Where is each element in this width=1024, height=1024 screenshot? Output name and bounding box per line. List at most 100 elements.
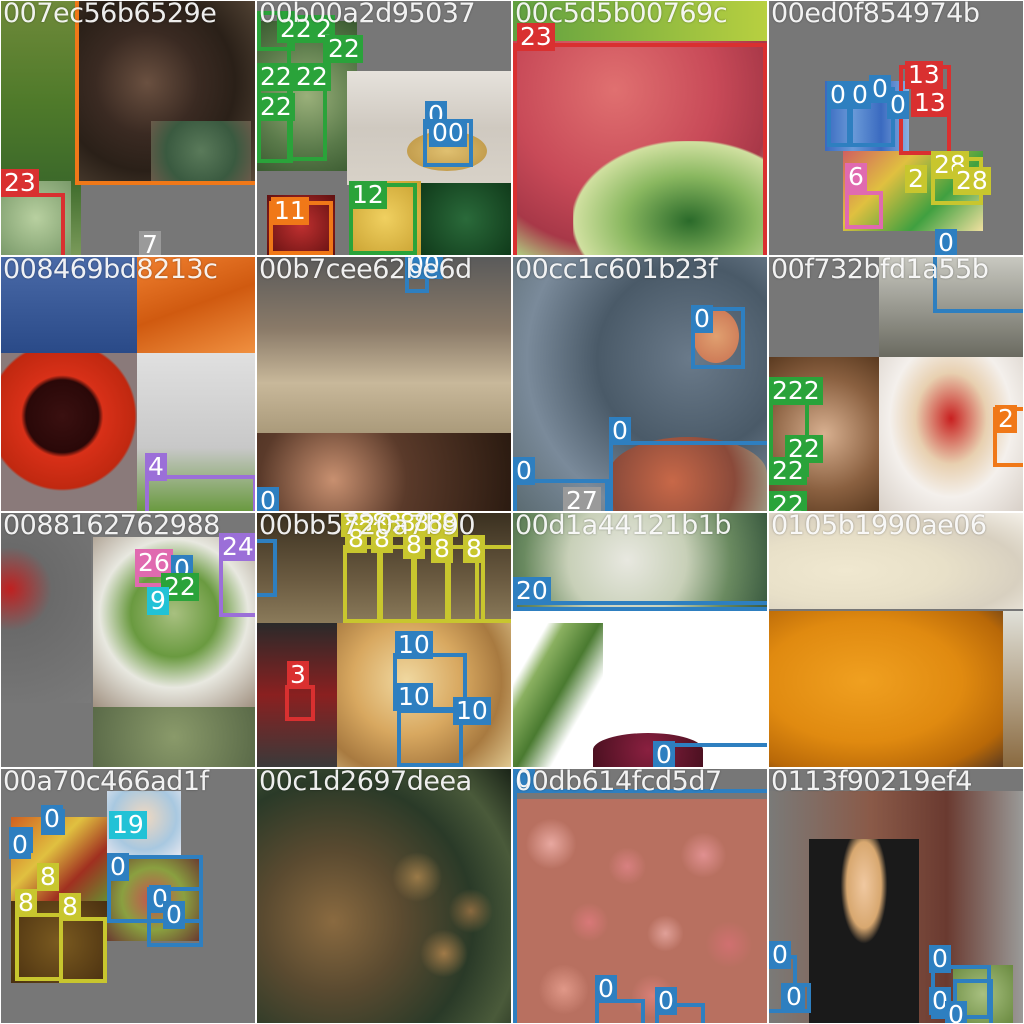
photo-dark-pan <box>879 257 1023 357</box>
detection-label: 0 <box>849 81 871 109</box>
detection-label: 0 <box>107 853 129 881</box>
tile-id: 00f732bfd1a55b <box>771 257 989 285</box>
detection-label: 11 <box>271 197 309 225</box>
tile-id: 00b00a2d95037 <box>259 1 476 29</box>
detection-label: 23 <box>1 169 39 197</box>
detection-box <box>609 441 767 511</box>
tile-id: 00b7cee62be6d <box>259 257 472 285</box>
detection-label: 0 <box>163 901 185 929</box>
tile: 00 0 00b7cee62be6d <box>257 257 511 511</box>
detection-label: 10 <box>453 697 491 725</box>
photo-big-fruit <box>609 437 767 511</box>
detection-label: 20 <box>513 577 551 605</box>
photo-lab-hands <box>137 353 255 511</box>
photo-beet <box>593 733 703 767</box>
detection-label: 22 <box>769 491 807 511</box>
tile-id: 00c1d2697deea <box>259 769 472 797</box>
detection-box <box>147 887 203 947</box>
tile-id: 00a70c466ad1f <box>3 769 209 797</box>
photo-cauliflower-tray <box>769 513 1023 609</box>
tile: 222 22 22 22 2 00f732bfd1a55b <box>769 257 1023 511</box>
tile: 0105b1990ae06 <box>769 513 1023 767</box>
tile: 88888888 8 8 8 8 8 3 10 10 10 00bb5720a7… <box>257 513 511 767</box>
detection-label: 0 <box>783 983 805 1011</box>
detection-label: 0 <box>653 741 675 767</box>
photo-top-strip <box>513 1 767 41</box>
detection-label: 222 <box>769 377 823 405</box>
detection-label: 00 <box>429 119 467 147</box>
detection-label: 0 <box>655 987 677 1015</box>
tile: 00c1d2697deea <box>257 769 511 1023</box>
tile-id: 0105b1990ae06 <box>771 513 987 541</box>
tile-id: 00d1a44121b1b <box>515 513 732 541</box>
detection-label: 8 <box>345 525 367 553</box>
tile-id: 008469bd8213c <box>3 257 218 285</box>
detection-label: 19 <box>109 811 147 839</box>
tile: 22 2 22 22 22 22 0 00 12 11 00b00a2d9503… <box>257 1 511 255</box>
detection-label: 8 <box>403 531 425 559</box>
photo-tea-cup <box>1 353 137 511</box>
detection-label: 22 <box>769 457 807 485</box>
tile: 20 0 00d1a44121b1b <box>513 513 767 767</box>
detection-label: 8 <box>371 525 393 553</box>
detection-label: 2 <box>905 165 927 193</box>
detection-label: 8 <box>59 893 81 921</box>
photo-herbs <box>421 183 511 255</box>
detection-label: 00 <box>405 257 443 279</box>
detection-label: 0 <box>257 487 279 511</box>
tile: 0 0 0 00db614fcd5d7 <box>513 769 767 1023</box>
detection-label: 8 <box>431 535 453 563</box>
photo-carrots <box>137 257 255 353</box>
detection-label: 0 <box>929 945 951 973</box>
photo-apples <box>513 799 767 1023</box>
photo-produce-man <box>257 623 337 767</box>
detection-box <box>397 709 463 767</box>
photo-succulent <box>151 121 251 181</box>
photo-soup-pot <box>769 611 1003 767</box>
photo-glass-jar <box>1 513 91 703</box>
tile: 0 0 0 27 00cc1c601b23f <box>513 257 767 511</box>
tile-id: 007ec56b6529e <box>3 1 217 29</box>
detection-label: 12 <box>349 181 387 209</box>
tile-id: 00cc1c601b23f <box>515 257 718 285</box>
photo-cauliflower <box>513 513 767 607</box>
photo-watermelon-rind <box>573 141 767 255</box>
detection-box <box>933 257 1023 313</box>
detection-label: 8 <box>15 889 37 917</box>
tile: 26 0 22 9 24 0088162762988 <box>1 513 255 767</box>
photo-dessert-plate <box>879 357 1023 511</box>
detection-box <box>59 917 107 983</box>
detection-box <box>219 553 255 617</box>
detection-box <box>1 193 65 255</box>
detection-label: 10 <box>395 631 433 659</box>
detection-label: 27 <box>563 487 601 511</box>
detection-label: 22 <box>293 63 331 91</box>
photo-asparagus <box>513 623 603 767</box>
detection-box <box>513 789 767 1023</box>
detection-box <box>377 545 417 623</box>
detection-label: 6 <box>845 163 867 191</box>
tile: 0 0 0 0 13 13 6 28 2 28 0 00ed0f854974b <box>769 1 1023 255</box>
detection-label: 7 <box>139 231 161 255</box>
tile: 23 00c5d5b00769c <box>513 1 767 255</box>
photo-market-boxes <box>257 257 511 437</box>
detection-box <box>513 601 767 611</box>
detection-label: 0 <box>945 1001 967 1023</box>
detection-label: 23 <box>517 23 555 51</box>
tile-id: 0113f90219ef4 <box>771 769 972 797</box>
detection-label: 0 <box>513 769 535 793</box>
detection-label: 0 <box>513 457 535 485</box>
detection-label: 22 <box>785 435 823 463</box>
detection-label: 0 <box>9 831 31 859</box>
tile: 4 008469bd8213c <box>1 257 255 511</box>
tile-id: 00c5d5b00769c <box>515 1 728 29</box>
detection-box <box>513 479 609 511</box>
detection-box <box>691 307 745 369</box>
detection-label: 0 <box>935 229 957 255</box>
detection-label: 26 <box>135 549 173 577</box>
detection-label: 22 <box>325 35 363 63</box>
detection-box <box>75 1 255 185</box>
tile: 0 0 8 8 8 19 0 0 0 00a70c466ad1f <box>1 769 255 1023</box>
detection-label: 0 <box>41 805 63 833</box>
